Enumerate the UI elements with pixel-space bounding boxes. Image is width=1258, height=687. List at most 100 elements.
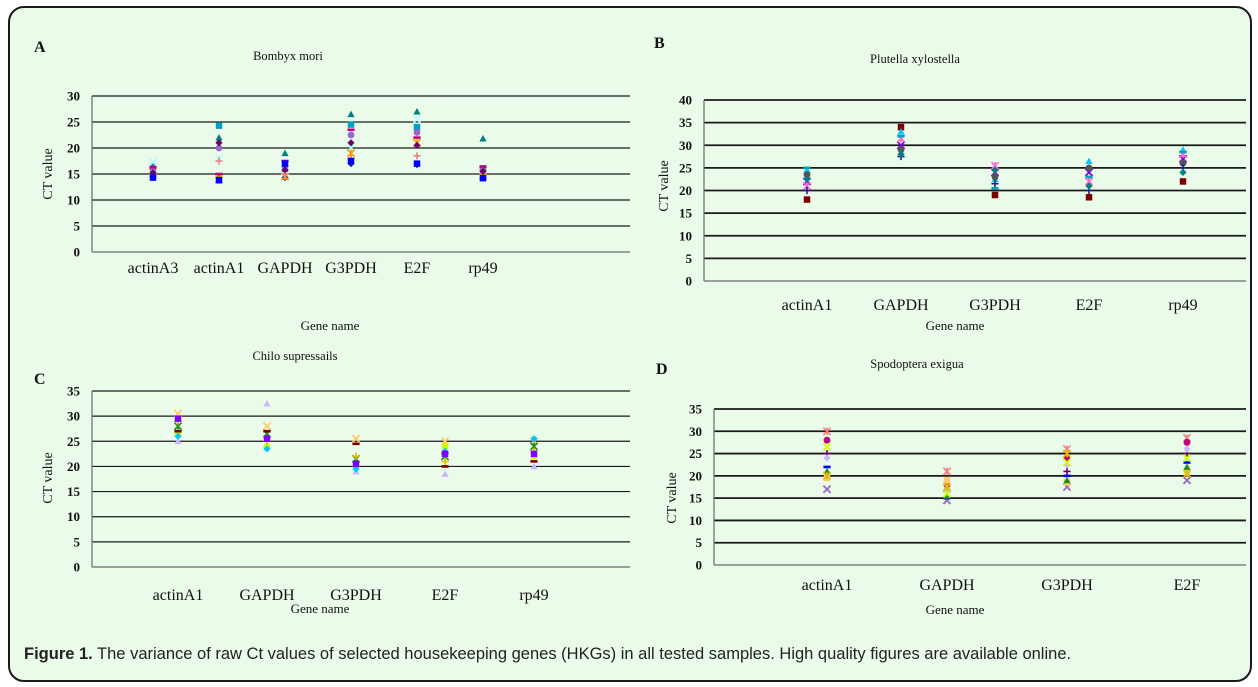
data-point <box>991 166 999 174</box>
data-point <box>1063 474 1071 478</box>
data-point <box>441 457 449 465</box>
data-point <box>479 135 487 142</box>
y-tick-label: 0 <box>686 274 693 289</box>
x-tick-label: GAPDH <box>873 297 929 314</box>
x-axis-label: Gene name <box>926 602 985 617</box>
data-point <box>942 467 952 476</box>
y-tick-label: 5 <box>696 535 703 550</box>
data-point <box>803 171 811 179</box>
data-point <box>263 399 271 407</box>
data-point <box>174 437 182 445</box>
panel-b: B Plutella xylostella 0 5 10 15 20 25 30 35 40 CT v… <box>654 35 1246 333</box>
data-point <box>823 454 831 462</box>
x-tick-label: actinA1 <box>802 577 853 594</box>
data-point <box>413 160 421 167</box>
data-point <box>352 452 360 460</box>
data-point <box>149 165 157 169</box>
x-tick-label: G3PDH <box>330 587 382 604</box>
y-tick-label: 30 <box>689 424 702 439</box>
data-point <box>215 157 223 165</box>
data-point <box>174 415 182 422</box>
y-tick-label: 10 <box>679 228 692 243</box>
figure-caption: Figure 1. The variance of raw Ct values … <box>24 643 1244 665</box>
panel-letter: B <box>654 35 665 52</box>
data-point <box>1182 469 1192 478</box>
data-point <box>413 152 421 160</box>
x-tick-label: actinA3 <box>128 260 179 277</box>
y-tick-label: 10 <box>67 509 80 524</box>
data-point <box>413 136 421 139</box>
x-tick-label: E2F <box>432 587 459 604</box>
y-tick-label: 20 <box>67 459 80 474</box>
data-point <box>1085 157 1093 164</box>
data-point <box>413 108 421 115</box>
data-point <box>530 460 538 463</box>
data-point <box>441 442 449 450</box>
data-point <box>149 174 157 181</box>
data-point <box>281 166 289 174</box>
data-point <box>441 450 449 458</box>
data-point <box>822 442 832 452</box>
x-tick-label: rp49 <box>468 260 497 277</box>
y-tick-label: 10 <box>67 193 80 208</box>
data-point <box>1085 164 1093 172</box>
panel-letter: C <box>34 371 46 388</box>
data-point <box>1085 175 1093 179</box>
y-tick-label: 15 <box>689 491 703 506</box>
data-point <box>991 180 999 188</box>
data-point <box>823 436 831 444</box>
data-point <box>803 175 811 183</box>
x-tick-label: GAPDH <box>919 577 975 594</box>
data-point <box>347 157 355 165</box>
data-point <box>174 429 182 433</box>
data-point <box>897 150 905 158</box>
y-axis-label: CT value <box>665 472 680 523</box>
data-point <box>897 123 905 131</box>
chart-title: Bombyx mori <box>253 49 323 63</box>
y-tick-label: 5 <box>74 534 81 549</box>
data-point <box>1179 159 1187 167</box>
data-point <box>897 134 905 138</box>
y-tick-label: 25 <box>67 434 81 449</box>
data-point <box>215 177 223 184</box>
x-tick-label: G3PDH <box>1041 577 1093 594</box>
data-point <box>347 131 355 139</box>
data-point <box>1179 178 1187 185</box>
data-point <box>413 123 421 131</box>
data-point <box>347 128 355 132</box>
x-tick-label: rp49 <box>1168 297 1197 314</box>
figure-container: A Bombyx mori 0 5 10 15 20 25 30 CT value Gene nam… <box>8 6 1252 682</box>
data-point <box>1179 150 1187 154</box>
x-tick-label: GAPDH <box>239 587 295 604</box>
data-point <box>347 110 355 118</box>
chart-title: Spodoptera exigua <box>870 357 964 371</box>
data-point <box>412 115 422 124</box>
y-axis-label: CT value <box>657 160 672 211</box>
data-point <box>991 191 999 199</box>
x-tick-label: actinA1 <box>782 297 833 314</box>
data-point <box>440 437 450 446</box>
data-point <box>823 467 831 475</box>
data-point <box>1062 458 1072 467</box>
y-tick-label: 5 <box>686 251 693 266</box>
data-point <box>897 146 905 154</box>
y-tick-label: 20 <box>67 141 80 156</box>
panel-a: A Bombyx mori 0 5 10 15 20 25 30 CT value Gene nam… <box>34 39 630 333</box>
data-point <box>215 122 223 129</box>
x-tick-label: E2F <box>1174 577 1201 594</box>
y-tick-label: 0 <box>74 245 81 260</box>
data-point <box>281 149 289 157</box>
data-point <box>823 465 831 469</box>
data-point <box>479 174 487 182</box>
data-point <box>413 128 421 136</box>
data-point <box>822 484 832 494</box>
data-point <box>1183 461 1191 464</box>
data-point <box>263 435 271 443</box>
y-tick-label: 25 <box>679 160 693 175</box>
data-point <box>215 172 223 176</box>
data-point <box>263 429 271 433</box>
data-point <box>1182 453 1192 463</box>
panel-c: C Chilo supressails 0 5 10 15 20 25 30 35 CT value… <box>34 349 630 616</box>
x-tick-label: actinA1 <box>153 587 204 604</box>
data-point <box>352 460 360 468</box>
